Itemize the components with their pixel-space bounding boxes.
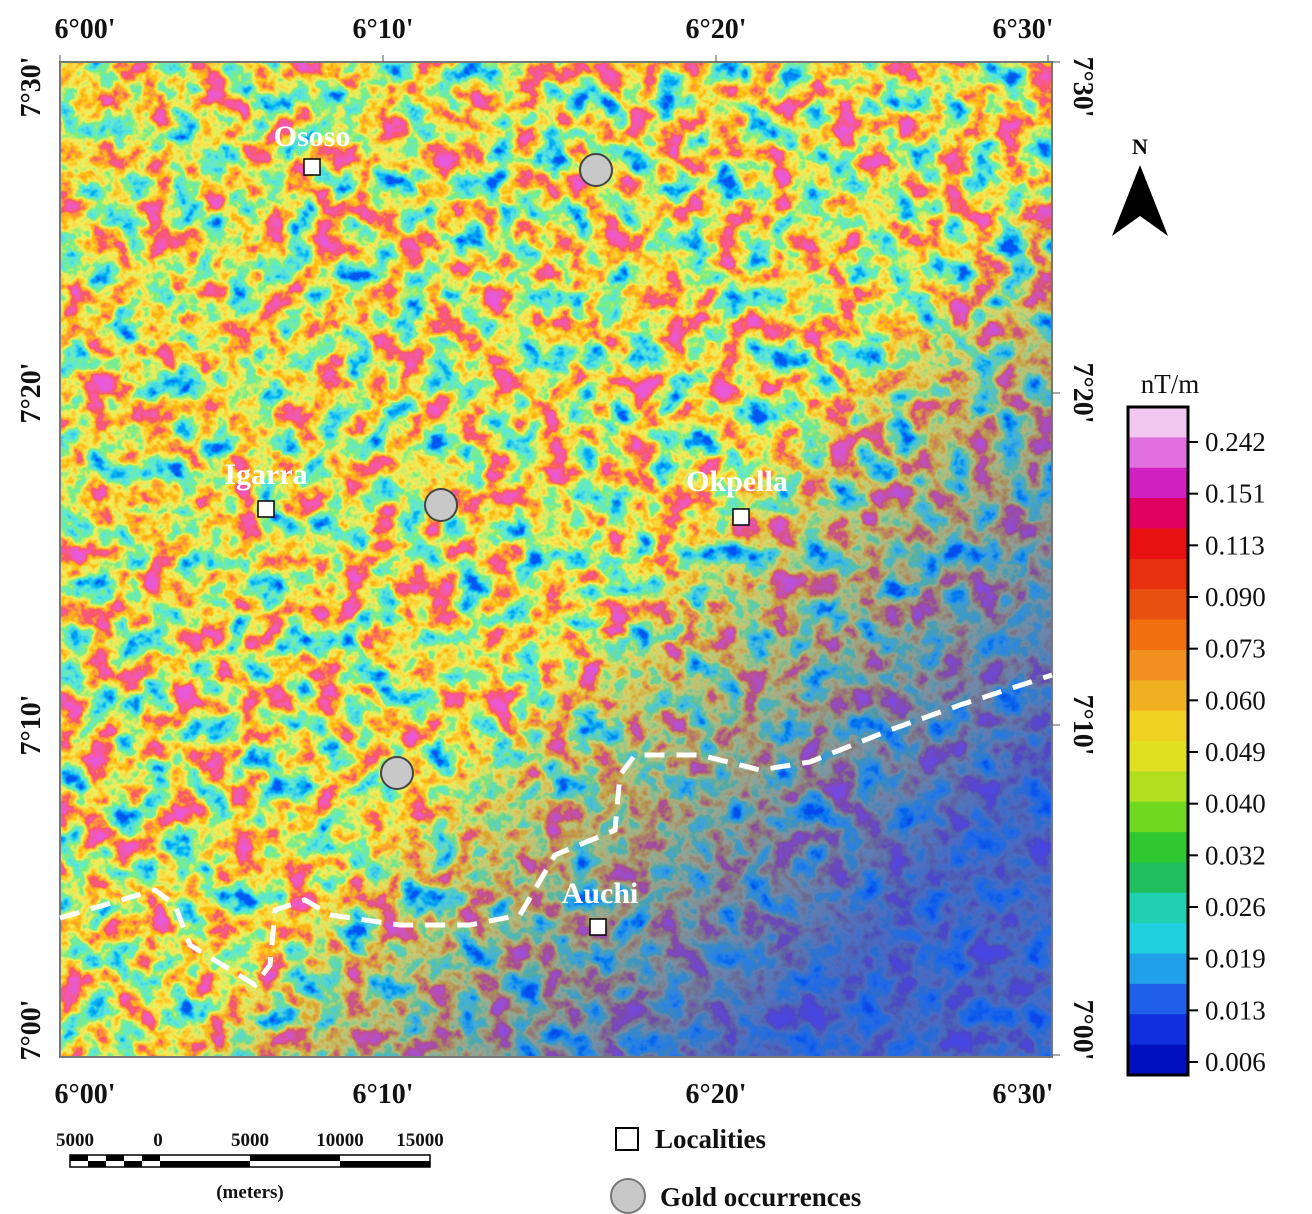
colorbar-step — [1128, 711, 1188, 742]
colorbar-step — [1128, 954, 1188, 985]
place-label: Okpella — [686, 465, 788, 498]
colorbar-step — [1128, 893, 1188, 924]
bottom-label: 6°10' — [353, 1079, 414, 1110]
colorbar-step — [1128, 1045, 1188, 1076]
scale-unit: (meters) — [216, 1182, 284, 1203]
colorbar-label: 0.242 — [1205, 427, 1266, 457]
colorbar-label: 0.026 — [1205, 892, 1266, 922]
colorbar-label: 0.032 — [1205, 840, 1266, 870]
scale-seg — [142, 1161, 160, 1167]
colorbar-step — [1128, 589, 1188, 620]
locality-marker — [733, 509, 749, 525]
scale-seg — [124, 1161, 142, 1167]
top-label: 6°30' — [993, 14, 1054, 45]
legend-square — [616, 1128, 638, 1150]
legend-item: Localities — [655, 1124, 766, 1154]
left-label: 7°30' — [16, 57, 47, 118]
colorbar-step — [1128, 559, 1188, 590]
north-arrow: N — [1112, 134, 1168, 236]
bottom-label: 6°30' — [993, 1079, 1054, 1110]
map-figure: 6°00' 6°00' 6°10' 6°10' 6°20' 6°20' 6°30' 6°30'… — [0, 0, 1312, 1214]
bottom-label: 6°00' — [55, 1079, 116, 1110]
gold-occurrence — [425, 489, 457, 521]
colorbar-step — [1128, 498, 1188, 529]
scale-seg — [70, 1155, 88, 1161]
legend-item: Gold occurrences — [660, 1182, 861, 1212]
left-label: 7°00' — [16, 1000, 47, 1061]
colorbar-step — [1128, 832, 1188, 863]
colorbar-label: 0.151 — [1205, 479, 1266, 509]
scale-seg — [88, 1161, 106, 1167]
colorbar-step — [1128, 1014, 1188, 1045]
colorbar-step — [1128, 771, 1188, 802]
left-label: 7°10' — [16, 695, 47, 756]
scale-seg — [340, 1161, 430, 1167]
colorbar-unit: nT/m — [1141, 369, 1200, 399]
scale-label: 0 — [153, 1130, 163, 1151]
gold-occurrence — [381, 757, 413, 789]
bottom-label: 6°20' — [686, 1079, 747, 1110]
colorbar-label: 0.006 — [1205, 1047, 1266, 1077]
colorbar-step — [1128, 528, 1188, 559]
legend-circle — [611, 1179, 645, 1213]
scale-seg — [160, 1161, 250, 1167]
scale-label: 10000 — [316, 1130, 364, 1151]
scale-seg — [160, 1155, 250, 1161]
colorbar-step — [1128, 680, 1188, 711]
colorbar: 0.242 0.151 0.113 0.090 0.073 0.060 0.049 0.040… — [1128, 407, 1266, 1077]
colorbar-label: 0.073 — [1205, 634, 1266, 664]
place-label: Auchi — [562, 877, 639, 910]
colorbar-label: 0.060 — [1205, 685, 1266, 715]
colorbar-step — [1128, 984, 1188, 1015]
colorbar-step — [1128, 923, 1188, 954]
top-label: 6°20' — [686, 14, 747, 45]
gold-occurrence — [580, 154, 612, 186]
colorbar-step — [1128, 620, 1188, 651]
top-label: 6°10' — [353, 14, 414, 45]
colorbar-step — [1128, 468, 1188, 499]
colorbar-step — [1128, 802, 1188, 833]
colorbar-label: 0.090 — [1205, 582, 1266, 612]
scale-seg — [106, 1161, 124, 1167]
scale-seg — [106, 1155, 124, 1161]
top-label: 6°00' — [55, 14, 116, 45]
colorbar-label: 0.040 — [1205, 789, 1266, 819]
locality-marker — [590, 919, 606, 935]
locality-marker — [304, 159, 320, 175]
scale-seg — [124, 1155, 142, 1161]
colorbar-step — [1128, 862, 1188, 893]
colorbar-step — [1128, 650, 1188, 681]
scale-label: 15000 — [396, 1130, 444, 1151]
colorbar-label: 0.113 — [1205, 530, 1265, 560]
colorbar-label: 0.019 — [1205, 944, 1266, 974]
scale-bar: 5000 0 5000 10000 15000 — [56, 1130, 444, 1167]
place-label: Igarra — [224, 458, 307, 491]
right-label: 7°00' — [1067, 1000, 1098, 1061]
left-label: 7°20' — [16, 363, 47, 424]
scale-label: 5000 — [56, 1130, 94, 1151]
right-label: 7°10' — [1067, 695, 1098, 756]
scale-seg — [340, 1155, 430, 1161]
scale-seg — [88, 1155, 106, 1161]
colorbar-label: 0.013 — [1205, 995, 1266, 1025]
place-label: Ososo — [274, 120, 351, 153]
scale-label: 5000 — [231, 1130, 269, 1151]
map-raster — [60, 62, 1052, 1057]
north-label: N — [1132, 134, 1148, 159]
scale-seg — [70, 1161, 88, 1167]
colorbar-label: 0.049 — [1205, 737, 1266, 767]
legend: Localities Gold occurrences — [611, 1124, 861, 1213]
locality-marker — [258, 501, 274, 517]
right-label: 7°30' — [1067, 57, 1098, 118]
colorbar-step — [1128, 407, 1188, 438]
scale-seg — [142, 1155, 160, 1161]
right-label: 7°20' — [1067, 363, 1098, 424]
colorbar-step — [1128, 741, 1188, 772]
scale-seg — [250, 1155, 340, 1161]
colorbar-step — [1128, 437, 1188, 468]
